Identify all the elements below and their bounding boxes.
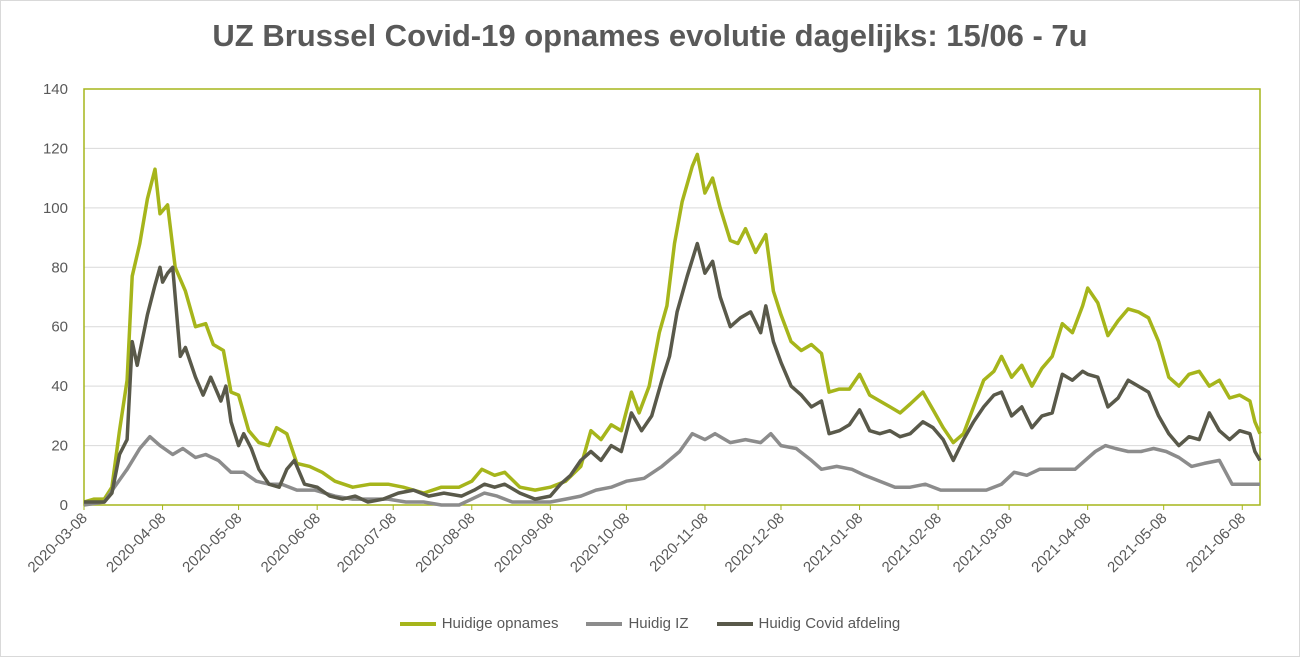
legend-item: Huidig IZ — [586, 615, 689, 632]
legend: Huidige opnames Huidig IZ Huidig Covid afd… — [0, 615, 1300, 632]
chart-title: UZ Brussel Covid-19 opnames evolutie dag… — [212, 18, 1088, 53]
y-tick-label: 40 — [51, 378, 68, 395]
y-tick-label: 20 — [51, 438, 68, 455]
legend-swatch — [399, 621, 436, 626]
x-tick-label: 2021-01-08 — [800, 510, 866, 576]
y-tick-label: 0 — [60, 497, 68, 514]
x-tick-label: 2020-11-08 — [646, 510, 711, 575]
series-line-1 — [83, 431, 1260, 507]
x-tick-label: 2021-06-08 — [1183, 510, 1249, 576]
y-axis-ticks: 0 20 40 60 80 100 120 140 — [43, 81, 68, 514]
legend-label: Huidige opnames — [441, 615, 559, 632]
x-tick-label: 2020-09-08 — [491, 510, 557, 576]
legend-label: Huidig Covid afdeling — [758, 615, 901, 632]
y-tick-label: 120 — [43, 140, 68, 157]
x-tick-label: 2020-06-08 — [258, 510, 324, 576]
x-tick-label: 2021-03-08 — [950, 510, 1016, 576]
y-tick-label: 140 — [43, 81, 68, 98]
series-line-2 — [84, 241, 1262, 504]
x-tick-label: 2020-12-08 — [722, 510, 788, 576]
y-tick-label: 100 — [43, 200, 68, 217]
series-line-0 — [83, 152, 1262, 504]
y-tick-label: 60 — [51, 319, 68, 336]
x-tick-label: 2020-04-08 — [103, 510, 169, 576]
legend-swatch — [716, 621, 753, 626]
y-tick-label: 80 — [51, 259, 68, 276]
legend-swatch — [586, 621, 623, 626]
series-lines — [83, 152, 1262, 507]
plot-area-border — [83, 88, 1261, 506]
gridlines — [84, 147, 1260, 447]
x-tick-label: 2021-04-08 — [1028, 510, 1094, 576]
x-tick-label: 2020-08-08 — [412, 510, 478, 576]
x-axis-ticks: 2020-03-08 2020-04-08 2020-05-08 2020-06-08… — [25, 505, 1249, 576]
legend-item: Huidig Covid afdeling — [716, 615, 901, 632]
x-tick-label: 2021-05-08 — [1104, 510, 1170, 576]
x-tick-label: 2020-07-08 — [334, 510, 400, 576]
legend-item: Huidige opnames — [399, 615, 559, 632]
legend-label: Huidig IZ — [628, 615, 689, 632]
x-tick-label: 2020-03-08 — [25, 510, 91, 576]
x-tick-label: 2020-10-08 — [567, 510, 633, 576]
x-tick-label: 2021-02-08 — [879, 510, 945, 576]
x-tick-label: 2020-05-08 — [179, 510, 245, 576]
